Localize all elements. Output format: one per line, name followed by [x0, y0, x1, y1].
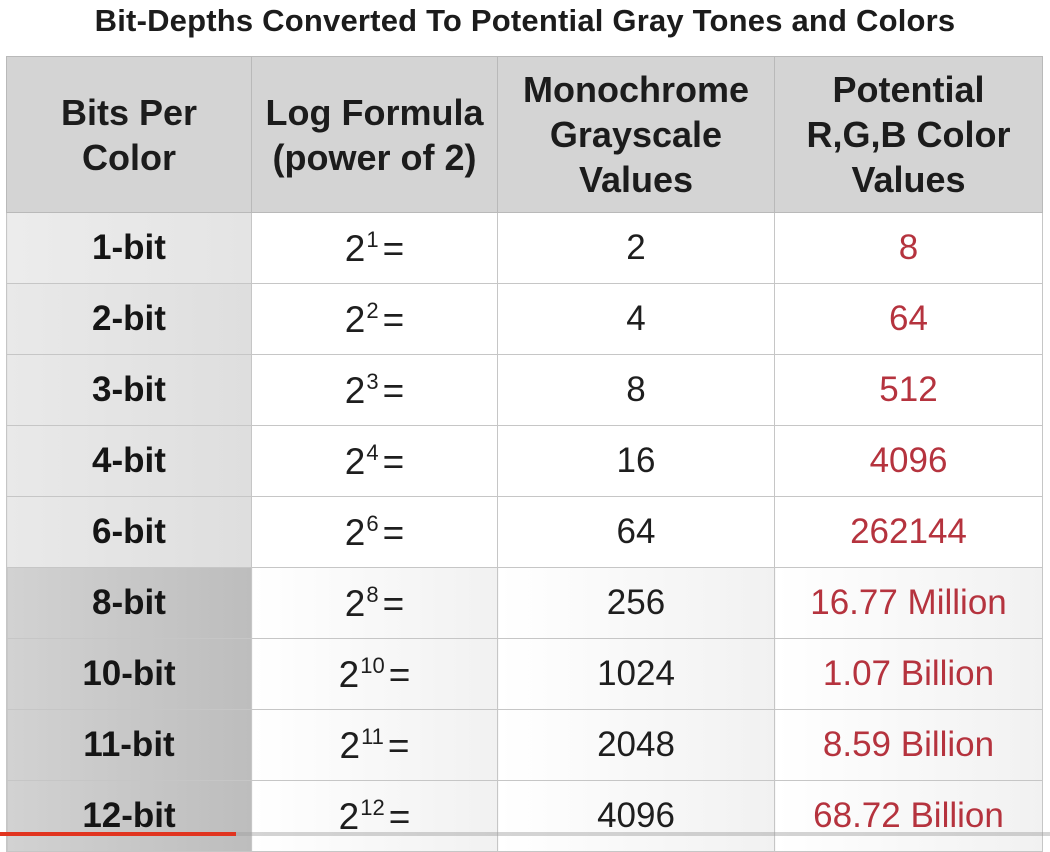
- formula-base: 2: [344, 511, 366, 553]
- formula-cell: 26 =: [251, 496, 498, 568]
- color-cell: 68.72 Billion: [774, 780, 1043, 852]
- formula-exponent: 10: [360, 652, 385, 678]
- color-cell: 262144: [774, 496, 1043, 568]
- table-row: 6-bit 26 = 64 262144: [6, 496, 1043, 568]
- color-cell: 8.59 Billion: [774, 709, 1043, 781]
- formula-cell: 21 =: [251, 212, 498, 284]
- formula-base: 2: [338, 653, 360, 695]
- grayscale-cell: 8: [497, 354, 775, 426]
- video-progress-track[interactable]: [236, 832, 1050, 836]
- table-row: 11-bit 211 = 2048 8.59 Billion: [6, 709, 1043, 781]
- formula-equals: =: [382, 440, 405, 482]
- formula-cell: 211 =: [251, 709, 498, 781]
- formula-exponent: 11: [361, 723, 384, 749]
- grayscale-cell: 4: [497, 283, 775, 355]
- table-row: 3-bit 23 = 8 512: [6, 354, 1043, 426]
- formula-base: 2: [344, 298, 366, 340]
- color-cell: 16.77 Million: [774, 567, 1043, 639]
- bit-depth-table: Bits Per Color Log Formula (power of 2) …: [6, 56, 1043, 852]
- formula-cell: 28 =: [251, 567, 498, 639]
- formula-exponent: 3: [366, 368, 379, 394]
- grayscale-cell: 64: [497, 496, 775, 568]
- formula-base: 2: [338, 795, 360, 837]
- formula-equals: =: [382, 511, 405, 553]
- color-cell: 512: [774, 354, 1043, 426]
- color-cell: 64: [774, 283, 1043, 355]
- table-header-row: Bits Per Color Log Formula (power of 2) …: [6, 56, 1043, 213]
- table-row: 10-bit 210 = 1024 1.07 Billion: [6, 638, 1043, 710]
- formula-base: 2: [344, 582, 366, 624]
- bits-cell: 3-bit: [6, 354, 252, 426]
- bits-cell: 8-bit: [6, 567, 252, 639]
- formula-equals: =: [382, 369, 405, 411]
- formula-equals: =: [388, 653, 411, 695]
- color-cell: 1.07 Billion: [774, 638, 1043, 710]
- bits-cell: 12-bit: [6, 780, 252, 852]
- formula-base: 2: [344, 440, 366, 482]
- formula-exponent: 6: [366, 510, 379, 536]
- formula-base: 2: [344, 227, 366, 269]
- table-row: 1-bit 21 = 2 8: [6, 212, 1043, 284]
- table-row: 4-bit 24 = 16 4096: [6, 425, 1043, 497]
- column-header-formula: Log Formula (power of 2): [251, 56, 498, 213]
- bits-cell: 4-bit: [6, 425, 252, 497]
- formula-cell: 23 =: [251, 354, 498, 426]
- formula-exponent: 12: [360, 794, 385, 820]
- formula-exponent: 4: [366, 439, 379, 465]
- formula-equals: =: [382, 298, 405, 340]
- formula-equals: =: [388, 795, 411, 837]
- formula-cell: 212 =: [251, 780, 498, 852]
- column-header-color: Potential R,G,B Color Values: [774, 56, 1043, 213]
- formula-exponent: 1: [366, 226, 379, 252]
- formula-equals: =: [387, 724, 410, 766]
- formula-equals: =: [382, 227, 405, 269]
- table-row: 8-bit 28 = 256 16.77 Million: [6, 567, 1043, 639]
- bits-cell: 11-bit: [6, 709, 252, 781]
- formula-cell: 22 =: [251, 283, 498, 355]
- formula-exponent: 2: [366, 297, 379, 323]
- grayscale-cell: 4096: [497, 780, 775, 852]
- bits-cell: 6-bit: [6, 496, 252, 568]
- column-header-grayscale: Monochrome Grayscale Values: [497, 56, 775, 213]
- bits-cell: 1-bit: [6, 212, 252, 284]
- bits-cell: 10-bit: [6, 638, 252, 710]
- grayscale-cell: 2048: [497, 709, 775, 781]
- page-title: Bit-Depths Converted To Potential Gray T…: [94, 3, 956, 38]
- color-cell: 4096: [774, 425, 1043, 497]
- formula-cell: 210 =: [251, 638, 498, 710]
- formula-exponent: 8: [366, 581, 379, 607]
- grayscale-cell: 1024: [497, 638, 775, 710]
- formula-base: 2: [339, 724, 361, 766]
- table-row: 12-bit 212 = 4096 68.72 Billion: [6, 780, 1043, 852]
- formula-cell: 24 =: [251, 425, 498, 497]
- column-header-bits: Bits Per Color: [6, 56, 252, 213]
- formula-base: 2: [344, 369, 366, 411]
- color-cell: 8: [774, 212, 1043, 284]
- grayscale-cell: 2: [497, 212, 775, 284]
- table-row: 2-bit 22 = 4 64: [6, 283, 1043, 355]
- bits-cell: 2-bit: [6, 283, 252, 355]
- grayscale-cell: 256: [497, 567, 775, 639]
- video-progress-played[interactable]: [0, 832, 237, 836]
- grayscale-cell: 16: [497, 425, 775, 497]
- formula-equals: =: [382, 582, 405, 624]
